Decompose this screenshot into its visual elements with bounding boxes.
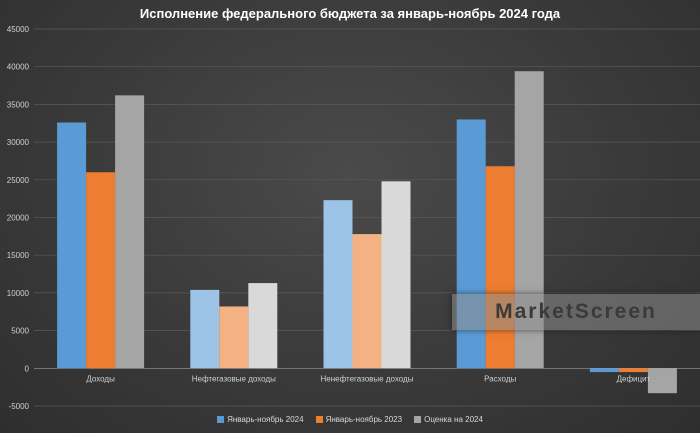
x-tick-label: Дефицит: [617, 374, 651, 383]
y-tick-label: 10000: [7, 289, 30, 298]
y-tick-label: -5000: [9, 402, 30, 411]
bar-4-1: [618, 368, 648, 373]
bar-2-1: [352, 234, 382, 369]
bar-2-0: [323, 200, 353, 369]
bar-1-1: [219, 306, 249, 369]
bar-1-2: [248, 283, 278, 369]
bar-0-2: [115, 95, 145, 369]
legend-label-2023: Январь-ноябрь 2023: [325, 415, 403, 424]
y-tick-label: 40000: [7, 63, 30, 72]
bar-3-0: [456, 119, 486, 369]
legend-item-2023: Январь-ноябрь 2023: [315, 415, 403, 424]
y-tick-label: 5000: [11, 327, 29, 336]
legend-swatch-estimate: [414, 416, 422, 423]
legend-swatch-2024: [217, 416, 225, 423]
x-tick-label: Доходы: [86, 374, 115, 383]
y-tick-label: 25000: [7, 176, 30, 185]
y-tick-label: 45000: [7, 25, 30, 34]
legend: Январь-ноябрь 2024 Январь-ноябрь 2023 Оц…: [0, 415, 700, 424]
legend-label-2024: Январь-ноябрь 2024: [227, 415, 304, 424]
y-tick-label: 30000: [7, 138, 30, 147]
bar-4-2: [647, 368, 677, 394]
bar-0-1: [86, 172, 116, 369]
x-tick-label: Расходы: [484, 374, 516, 383]
watermark-logo: MarketScreen: [452, 294, 700, 330]
bar-1-0: [190, 289, 220, 369]
y-tick-label: 20000: [7, 214, 30, 223]
legend-item-2024: Январь-ноябрь 2024: [217, 415, 304, 424]
legend-swatch-2023: [315, 416, 323, 423]
bar-0-0: [57, 122, 87, 369]
bar-2-2: [381, 181, 411, 369]
x-tick-label: Нефтегазовые доходы: [192, 374, 276, 383]
y-tick-label: 0: [25, 364, 30, 373]
legend-item-estimate: Оценка на 2024: [414, 415, 483, 424]
x-tick-label: Ненефтегазовые доходы: [321, 374, 414, 383]
y-tick-label: 15000: [7, 251, 30, 260]
bar-4-0: [589, 368, 619, 373]
chart-title: Исполнение федерального бюджета за январ…: [139, 6, 561, 21]
y-tick-label: 35000: [7, 100, 30, 109]
legend-label-estimate: Оценка на 2024: [424, 415, 483, 424]
bar-3-1: [485, 166, 515, 369]
